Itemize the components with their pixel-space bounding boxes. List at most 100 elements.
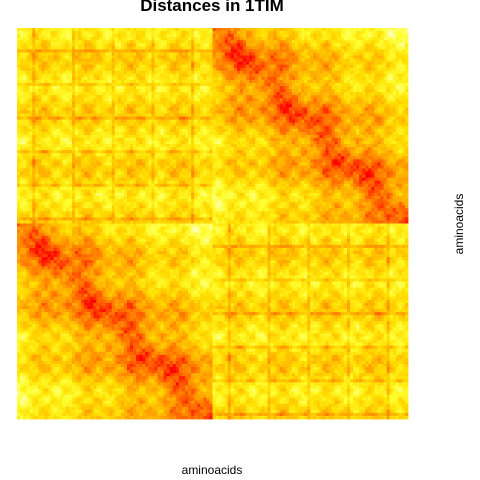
heatmap-cell xyxy=(194,49,198,53)
heatmap-cell xyxy=(75,220,79,224)
heatmap-cell xyxy=(62,196,67,200)
heatmap-cell xyxy=(200,137,204,142)
heatmap-cell xyxy=(267,64,271,69)
heatmap-cell xyxy=(102,55,106,59)
heatmap-cell xyxy=(47,156,51,160)
heatmap-cell xyxy=(236,43,241,47)
heatmap-cell xyxy=(50,86,55,90)
heatmap-cell xyxy=(41,205,45,209)
heatmap-cell xyxy=(78,58,82,62)
heatmap-cell xyxy=(166,199,171,203)
heatmap-cell xyxy=(130,98,134,102)
heatmap-cell xyxy=(99,86,103,90)
heatmap-cell xyxy=(334,31,339,35)
heatmap-cell xyxy=(154,104,158,108)
heatmap-cell xyxy=(236,40,241,44)
heatmap-cell xyxy=(50,141,55,145)
heatmap-cell xyxy=(145,177,149,182)
heatmap-cell xyxy=(99,211,103,215)
heatmap-cell xyxy=(395,43,400,47)
heatmap-cell xyxy=(120,37,125,41)
heatmap-cell xyxy=(172,110,177,114)
heatmap-cell xyxy=(99,174,103,179)
heatmap-cell xyxy=(123,86,128,90)
heatmap-cell xyxy=(398,58,403,62)
heatmap-cell xyxy=(389,40,394,44)
heatmap-cell xyxy=(197,217,201,221)
heatmap-cell xyxy=(68,165,73,169)
heatmap-cell xyxy=(90,73,94,78)
heatmap-cell xyxy=(328,55,333,59)
heatmap-cell xyxy=(178,177,183,182)
heatmap-cell xyxy=(203,79,207,84)
heatmap-cell xyxy=(209,46,213,50)
heatmap-cell xyxy=(310,28,314,32)
heatmap-cell xyxy=(221,52,226,56)
heatmap-cell xyxy=(56,183,61,188)
heatmap-cell xyxy=(41,113,45,117)
heatmap-cell xyxy=(26,119,30,124)
heatmap-cell xyxy=(117,104,122,108)
heatmap-cell xyxy=(65,165,70,169)
heatmap-cell xyxy=(160,110,165,114)
heatmap-cell xyxy=(102,202,106,206)
heatmap-cell xyxy=(56,116,61,121)
heatmap-cell xyxy=(96,177,100,182)
heatmap-cell xyxy=(68,104,73,108)
heatmap-cell xyxy=(78,98,82,102)
heatmap-cell xyxy=(136,76,140,81)
heatmap-cell xyxy=(105,104,110,108)
heatmap-cell xyxy=(163,116,168,121)
heatmap-cell xyxy=(35,214,39,218)
heatmap-cell xyxy=(206,122,210,127)
heatmap-cell xyxy=(160,150,165,154)
heatmap-cell xyxy=(200,34,204,38)
heatmap-cell xyxy=(166,171,171,176)
heatmap-cell xyxy=(343,58,348,62)
heatmap-cell xyxy=(47,202,51,206)
heatmap-cell xyxy=(47,73,51,78)
heatmap-cell xyxy=(90,208,94,212)
heatmap-cell xyxy=(258,46,262,50)
heatmap-cell xyxy=(133,199,137,203)
heatmap-cell xyxy=(136,131,140,136)
heatmap-cell xyxy=(62,104,67,108)
heatmap-cell xyxy=(401,58,406,62)
heatmap-cell xyxy=(68,110,73,114)
heatmap-cell xyxy=(81,95,85,99)
heatmap-cell xyxy=(78,180,82,185)
heatmap-cell xyxy=(304,49,308,53)
heatmap-cell xyxy=(90,177,94,182)
heatmap-cell xyxy=(218,34,223,38)
heatmap-cell xyxy=(50,174,55,179)
heatmap-cell xyxy=(181,76,186,81)
heatmap-cell xyxy=(59,189,64,194)
heatmap-cell xyxy=(188,113,192,117)
heatmap-cell xyxy=(47,168,51,172)
heatmap-cell xyxy=(26,49,30,53)
heatmap-cell xyxy=(191,61,195,66)
heatmap-cell xyxy=(175,58,180,62)
heatmap-cell xyxy=(130,79,134,84)
heatmap-cell xyxy=(160,64,165,69)
heatmap-cell xyxy=(157,70,161,75)
heatmap-cell xyxy=(194,67,198,72)
heatmap-cell xyxy=(68,73,73,78)
heatmap-cell xyxy=(325,31,329,35)
heatmap-cell xyxy=(181,92,186,96)
heatmap-cell xyxy=(78,55,82,59)
heatmap-cell xyxy=(191,37,195,41)
heatmap-cell xyxy=(93,52,97,56)
heatmap-cell xyxy=(130,174,134,179)
heatmap-cell xyxy=(169,31,174,35)
heatmap-cell xyxy=(41,95,45,99)
heatmap-cell xyxy=(151,220,155,224)
heatmap-cell xyxy=(142,98,146,102)
heatmap-cell xyxy=(62,137,67,142)
heatmap-cell xyxy=(203,220,207,224)
heatmap-cell xyxy=(99,214,103,218)
heatmap-cell xyxy=(148,79,152,84)
heatmap-cell xyxy=(81,107,85,111)
heatmap-cell xyxy=(114,34,119,38)
heatmap-cell xyxy=(359,34,363,38)
